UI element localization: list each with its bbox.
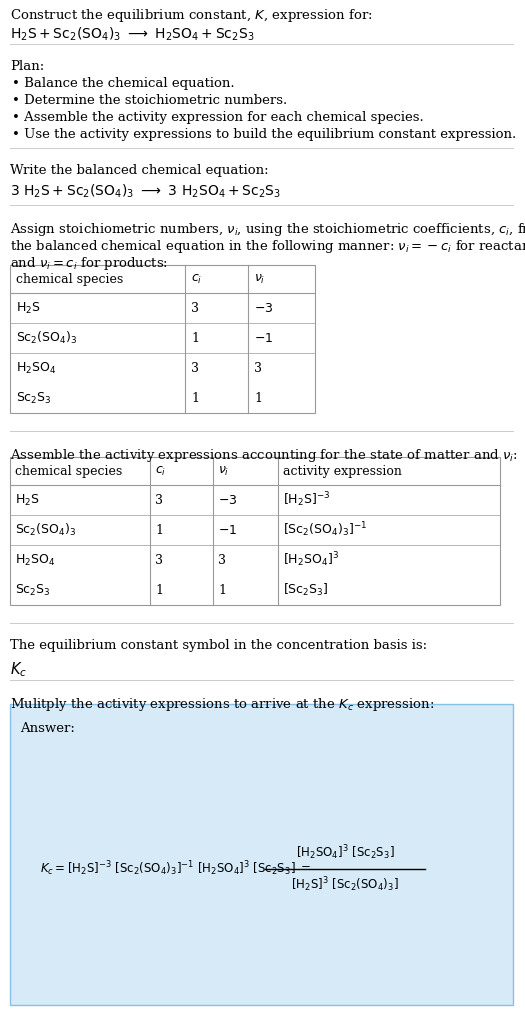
Bar [10,457,500,605]
Text: Assign stoichiometric numbers, $\nu_i$, using the stoichiometric coefficients, $: Assign stoichiometric numbers, $\nu_i$, … [10,221,525,238]
Text: $\mathrm{Sc_2S_3}$: $\mathrm{Sc_2S_3}$ [15,583,51,598]
Text: 3: 3 [191,302,199,314]
Text: 1: 1 [218,584,226,597]
Text: $K_c$: $K_c$ [10,660,27,679]
Text: Answer:: Answer: [20,722,75,735]
Text: $[\mathrm{H_2SO_4}]^{3}\ [\mathrm{Sc_2S_3}]$: $[\mathrm{H_2SO_4}]^{3}\ [\mathrm{Sc_2S_… [296,843,394,862]
Text: 3: 3 [254,362,262,375]
Text: $\mathrm{Sc_2S_3}$: $\mathrm{Sc_2S_3}$ [16,391,52,406]
Text: 3: 3 [218,553,226,567]
Text: $c_i$: $c_i$ [191,273,202,286]
Text: $-1$: $-1$ [254,331,273,344]
Text: 1: 1 [254,392,262,404]
Text: • Assemble the activity expression for each chemical species.: • Assemble the activity expression for e… [12,111,424,124]
Text: $\mathrm{H_2S}$: $\mathrm{H_2S}$ [15,493,40,508]
Text: 3: 3 [155,494,163,506]
FancyBboxPatch shape [10,704,513,1005]
Text: $[\mathrm{H_2SO_4}]^{3}$: $[\mathrm{H_2SO_4}]^{3}$ [283,550,339,570]
Text: • Determine the stoichiometric numbers.: • Determine the stoichiometric numbers. [12,94,287,107]
Text: chemical species: chemical species [16,273,123,286]
Text: $[\mathrm{Sc_2(SO_4)_3}]^{-1}$: $[\mathrm{Sc_2(SO_4)_3}]^{-1}$ [283,520,368,539]
Text: $\mathrm{Sc_2(SO_4)_3}$: $\mathrm{Sc_2(SO_4)_3}$ [16,330,77,346]
Text: The equilibrium constant symbol in the concentration basis is:: The equilibrium constant symbol in the c… [10,639,427,652]
Text: $c_i$: $c_i$ [155,465,166,478]
Text: $\nu_i$: $\nu_i$ [254,273,265,286]
Text: $-1$: $-1$ [218,523,237,536]
Text: 3: 3 [191,362,199,375]
Text: $K_c = [\mathrm{H_2S}]^{-3}\ [\mathrm{Sc_2(SO_4)_3}]^{-1}\ [\mathrm{H_2SO_4}]^{3: $K_c = [\mathrm{H_2S}]^{-3}\ [\mathrm{Sc… [40,860,311,878]
Text: $[\mathrm{Sc_2S_3}]$: $[\mathrm{Sc_2S_3}]$ [283,582,329,598]
Text: 1: 1 [155,584,163,597]
Text: the balanced chemical equation in the following manner: $\nu_i = -c_i$ for react: the balanced chemical equation in the fo… [10,238,525,255]
Text: Plan:: Plan: [10,60,44,73]
Text: • Use the activity expressions to build the equilibrium constant expression.: • Use the activity expressions to build … [12,128,516,141]
Text: $\nu_i$: $\nu_i$ [218,465,229,478]
Text: • Balance the chemical equation.: • Balance the chemical equation. [12,77,235,90]
Text: Mulitply the activity expressions to arrive at the $K_c$ expression:: Mulitply the activity expressions to arr… [10,696,434,713]
Text: $-3$: $-3$ [254,302,274,314]
Text: $-3$: $-3$ [218,494,237,506]
Bar [10,265,315,413]
Text: $\mathrm{H_2SO_4}$: $\mathrm{H_2SO_4}$ [15,552,55,568]
Text: 3: 3 [155,553,163,567]
Text: $\mathrm{H_2S}$: $\mathrm{H_2S}$ [16,300,41,315]
Text: activity expression: activity expression [283,465,402,478]
Text: Construct the equilibrium constant, $K$, expression for:: Construct the equilibrium constant, $K$,… [10,7,373,24]
Text: $\mathrm{H_2S + Sc_2(SO_4)_3}\ \longrightarrow\ \mathrm{H_2SO_4 + Sc_2S_3}$: $\mathrm{H_2S + Sc_2(SO_4)_3}\ \longrigh… [10,26,255,43]
Text: $\mathrm{Sc_2(SO_4)_3}$: $\mathrm{Sc_2(SO_4)_3}$ [15,522,77,538]
Text: $\mathrm{3\ H_2S + Sc_2(SO_4)_3}\ \longrightarrow\ \mathrm{3\ H_2SO_4 + Sc_2S_3}: $\mathrm{3\ H_2S + Sc_2(SO_4)_3}\ \longr… [10,183,281,200]
Text: Assemble the activity expressions accounting for the state of matter and $\nu_i$: Assemble the activity expressions accoun… [10,447,518,464]
Text: chemical species: chemical species [15,465,122,478]
Text: and $\nu_i = c_i$ for products:: and $\nu_i = c_i$ for products: [10,255,168,272]
Text: 1: 1 [155,523,163,536]
Text: $[\mathrm{H_2S}]^{-3}$: $[\mathrm{H_2S}]^{-3}$ [283,491,330,509]
Text: $[\mathrm{H_2S}]^{3}\ [\mathrm{Sc_2(SO_4)_3}]$: $[\mathrm{H_2S}]^{3}\ [\mathrm{Sc_2(SO_4… [291,875,399,894]
Text: Write the balanced chemical equation:: Write the balanced chemical equation: [10,164,269,177]
Text: $\mathrm{H_2SO_4}$: $\mathrm{H_2SO_4}$ [16,361,56,376]
Text: 1: 1 [191,392,199,404]
Text: 1: 1 [191,331,199,344]
